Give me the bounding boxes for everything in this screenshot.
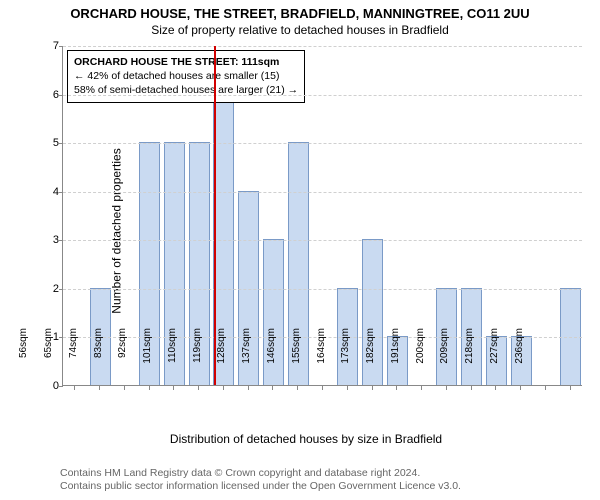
x-axis-label: Distribution of detached houses by size … (30, 432, 582, 446)
y-tick-label: 7 (45, 40, 59, 52)
x-tick-label: 74sqm (68, 328, 79, 388)
x-tick-label: 119sqm (192, 328, 203, 388)
y-tick-label: 6 (45, 89, 59, 101)
x-tick-label: 236sqm (514, 328, 525, 388)
y-tick-mark (59, 289, 63, 290)
gridline (63, 192, 582, 193)
x-tick-label: 182sqm (365, 328, 376, 388)
y-tick-mark (59, 337, 63, 338)
footnote: Contains HM Land Registry data © Crown c… (60, 467, 461, 494)
y-tick-mark (59, 192, 63, 193)
x-tick-label: 218sqm (464, 328, 475, 388)
x-tick-label: 101sqm (142, 328, 153, 388)
x-tick-label: 227sqm (489, 328, 500, 388)
x-tick-label: 110sqm (167, 328, 178, 388)
page-subtitle: Size of property relative to detached ho… (0, 23, 600, 37)
x-tick-label: 83sqm (93, 328, 104, 388)
y-tick-mark (59, 240, 63, 241)
footnote-line-1: Contains HM Land Registry data © Crown c… (60, 467, 461, 481)
annotation-line-2: ← 42% of detached houses are smaller (15… (74, 69, 298, 83)
bar (560, 288, 581, 385)
y-tick-mark (59, 46, 63, 47)
y-tick-label: 2 (45, 283, 59, 295)
gridline (63, 240, 582, 241)
y-tick-mark (59, 143, 63, 144)
x-tick-label: 200sqm (415, 328, 426, 388)
y-tick-mark (59, 95, 63, 96)
x-tick-label: 137sqm (241, 328, 252, 388)
x-tick-label: 173sqm (340, 328, 351, 388)
x-tick-label: 128sqm (216, 328, 227, 388)
gridline (63, 46, 582, 47)
y-tick-label: 5 (45, 137, 59, 149)
gridline (63, 143, 582, 144)
y-tick-label: 3 (45, 234, 59, 246)
x-tick-label: 146sqm (266, 328, 277, 388)
chart-container: Number of detached properties ORCHARD HO… (30, 46, 582, 416)
page-title: ORCHARD HOUSE, THE STREET, BRADFIELD, MA… (0, 0, 600, 21)
x-tick-label: 92sqm (117, 328, 128, 388)
gridline (63, 95, 582, 96)
y-tick-label: 4 (45, 186, 59, 198)
x-tick-mark (545, 386, 546, 390)
x-tick-label: 191sqm (390, 328, 401, 388)
x-tick-label: 209sqm (439, 328, 450, 388)
footnote-line-2: Contains public sector information licen… (60, 480, 461, 494)
x-tick-label: 164sqm (316, 328, 327, 388)
gridline (63, 289, 582, 290)
x-tick-label: 65sqm (43, 328, 54, 388)
annotation-line-1: ORCHARD HOUSE THE STREET: 111sqm (74, 55, 298, 69)
x-tick-label: 56sqm (18, 328, 29, 388)
y-tick-mark (59, 386, 63, 387)
x-tick-mark (570, 386, 571, 390)
x-tick-label: 155sqm (291, 328, 302, 388)
